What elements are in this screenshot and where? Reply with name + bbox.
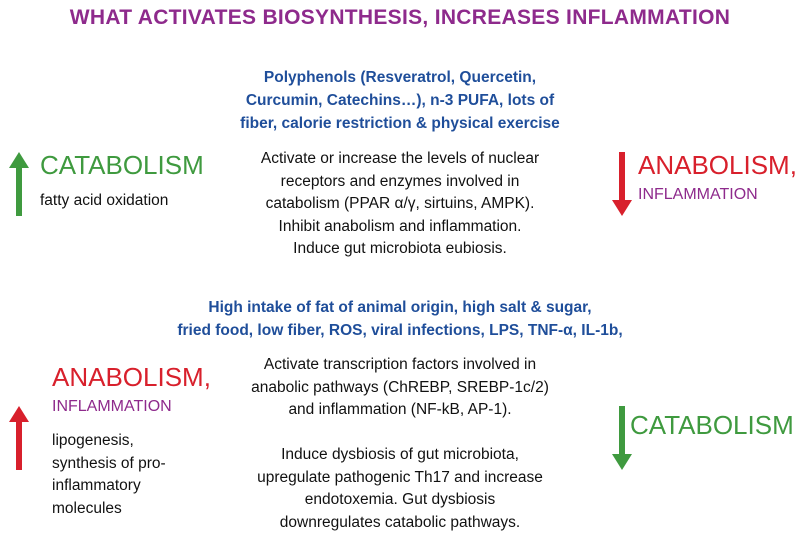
- top-effect-line: Activate or increase the levels of nucle…: [260, 150, 540, 167]
- bottom-inflammation-label: INFLAMMATION: [52, 398, 172, 415]
- top-catabolism-label: CATABOLISM: [40, 150, 204, 180]
- top-effects: Activate or increase the levels of nucle…: [240, 148, 560, 261]
- bottom-catabolism-label: CATABOLISM: [630, 410, 794, 440]
- top-anabolism-label: ANABOLISM,: [638, 150, 797, 180]
- down-arrow-icon: [612, 152, 632, 216]
- bottom-input-line: High intake of fat of animal origin, hig…: [208, 299, 592, 316]
- page-title: WHAT ACTIVATES BIOSYNTHESIS, INCREASES I…: [69, 6, 731, 29]
- top-input-line: Curcumin, Catechins…), n-3 PUFA, lots of: [245, 92, 555, 109]
- bottom-effect-line: upregulate pathogenic Th17 and increase: [257, 468, 543, 486]
- bottom-effect-line: downregulates catabolic pathways.: [279, 513, 521, 531]
- down-arrow-icon: [612, 406, 632, 470]
- bottom-anabolism-label: ANABOLISM,: [52, 362, 211, 392]
- bottom-effect-line: Activate transcription factors involved …: [263, 356, 537, 373]
- up-arrow-icon: [9, 152, 29, 216]
- bottom-effect-line: anabolic pathways (ChREBP, SREBP-1c/2): [251, 378, 549, 396]
- top-effect-line: catabolism (PPAR α/γ, sirtuins, AMPK).: [265, 195, 535, 212]
- bottom-effects-1: Activate transcription factors involved …: [230, 354, 570, 422]
- bottom-effects-2: Induce dysbiosis of gut microbiota, upre…: [230, 444, 570, 534]
- top-inputs: Polyphenols (Resveratrol, Quercetin, Cur…: [200, 66, 600, 135]
- top-input-line: Polyphenols (Resveratrol, Quercetin,: [263, 69, 537, 86]
- bottom-note-line: synthesis of pro-: [52, 454, 166, 472]
- bottom-effect-line: and inflammation (NF-kB, AP-1).: [288, 401, 512, 418]
- bottom-note-line: inflammatory: [52, 477, 141, 494]
- top-input-line: fiber, calorie restriction & physical ex…: [240, 115, 560, 132]
- bottom-left-notes: lipogenesis, synthesis of pro- inflammat…: [52, 430, 166, 520]
- top-effect-line: Inhibit anabolism and inflammation.: [278, 217, 522, 235]
- top-catabolism-note: fatty acid oxidation: [40, 192, 169, 209]
- bottom-inputs: High intake of fat of animal origin, hig…: [130, 296, 670, 342]
- top-effect-line: receptors and enzymes involved in: [280, 172, 520, 190]
- top-effect-line: Induce gut microbiota eubiosis.: [293, 240, 507, 257]
- bottom-note-line: lipogenesis,: [52, 432, 134, 449]
- bottom-input-line: fried food, low fiber, ROS, viral infect…: [177, 322, 623, 339]
- up-arrow-icon: [9, 406, 29, 470]
- top-inflammation-label: INFLAMMATION: [638, 186, 758, 203]
- bottom-effect-line: endotoxemia. Gut dysbiosis: [304, 491, 496, 508]
- bottom-note-line: molecules: [52, 499, 122, 517]
- bottom-effect-line: Induce dysbiosis of gut microbiota,: [281, 446, 519, 463]
